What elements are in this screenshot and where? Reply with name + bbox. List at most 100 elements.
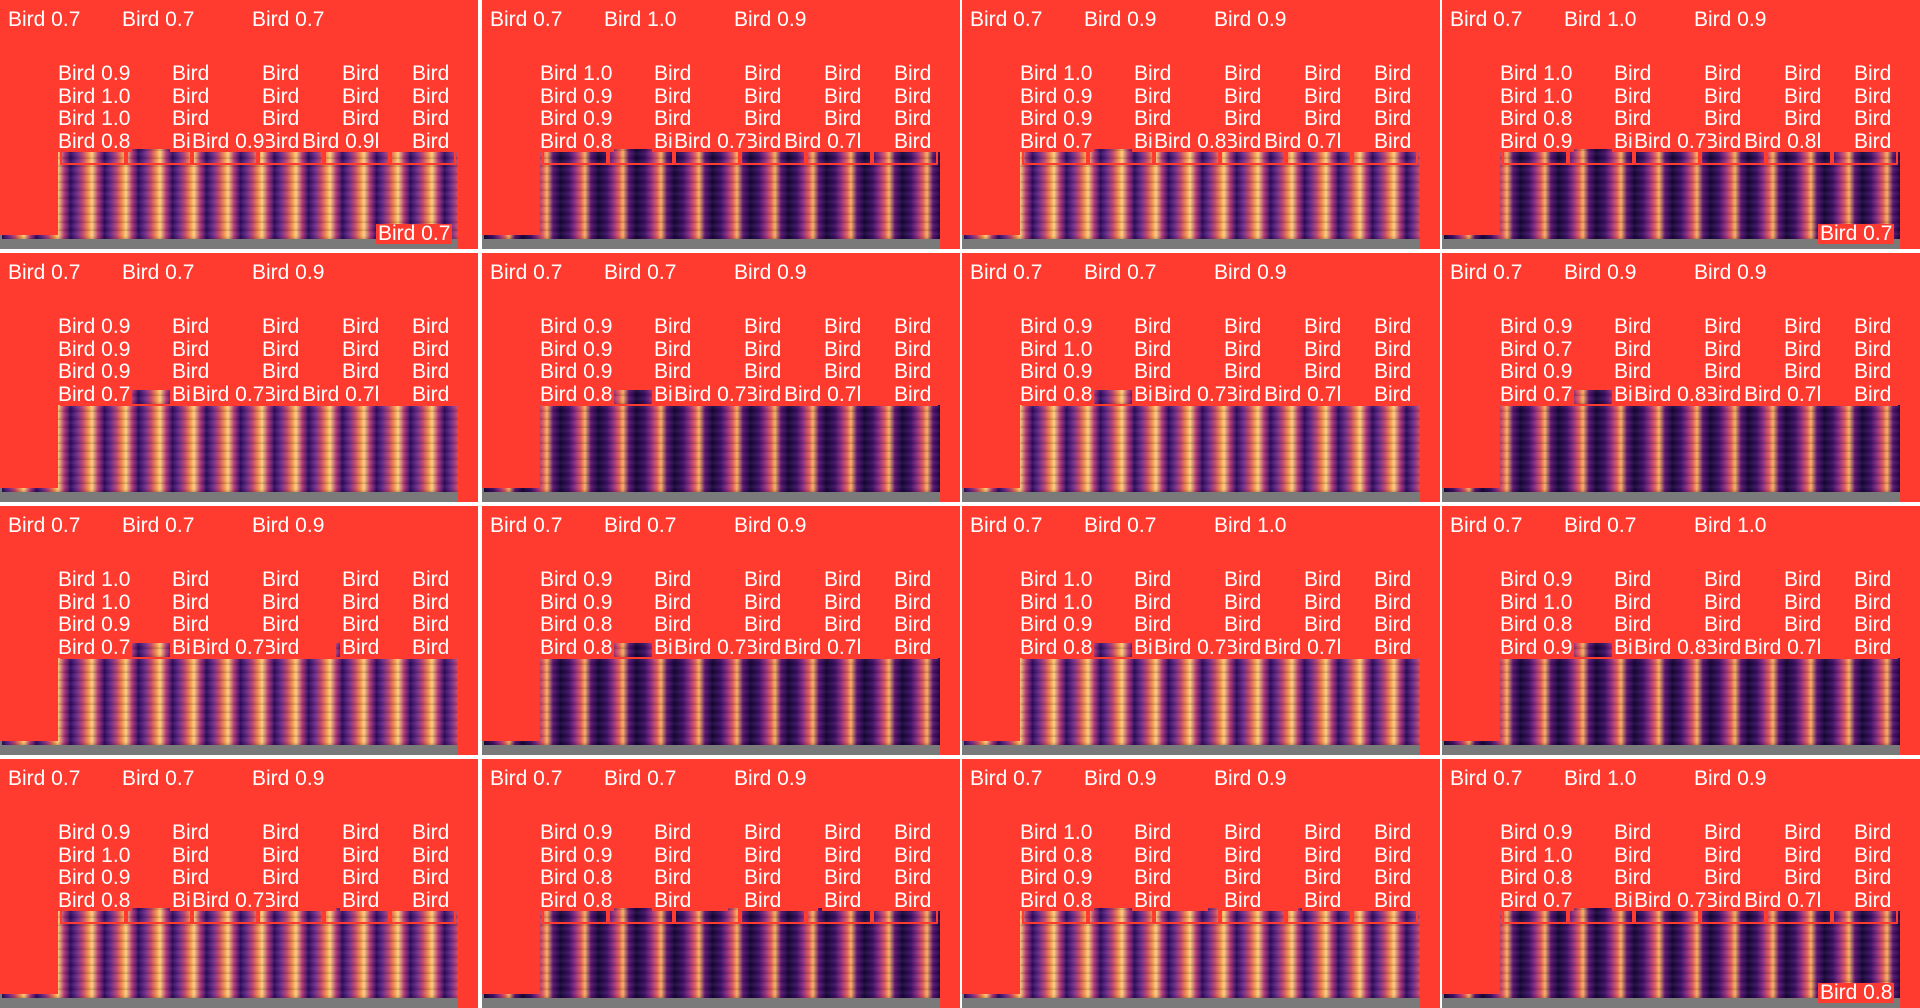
detection-label: Bird (742, 891, 818, 911)
detection-label: Bird 0.9 (1498, 362, 1575, 382)
detection-label: Bird (892, 362, 960, 382)
detection-label: Bird (1302, 570, 1378, 590)
detection-label: Bird (410, 109, 478, 129)
detection-label: Bird (1372, 823, 1440, 843)
detection-label: Bird (260, 317, 336, 337)
detection-label: Bird (170, 823, 246, 843)
detection-label: Bird (1852, 638, 1920, 658)
detection-label: Bird (1782, 87, 1858, 107)
detection-label: Bird (1782, 340, 1858, 360)
detection-label: Bird (1852, 570, 1920, 590)
detection-label: Bird 1.0 (1018, 570, 1095, 590)
detection-label: Bird 0.8 (1018, 846, 1095, 866)
detection-label: Bird (1372, 615, 1440, 635)
detection-label: Bird (410, 317, 478, 337)
detection-label: Bird (260, 891, 336, 911)
detection-label: Bird (1852, 87, 1920, 107)
detection-label: Bird (1222, 87, 1298, 107)
detection-label: Bird (1132, 846, 1208, 866)
detection-label: Bird 0.9 (56, 823, 133, 843)
detection-label: Bird (410, 64, 478, 84)
detection-label: Bird (410, 362, 478, 382)
detection-label: Bird (892, 846, 960, 866)
detection-label: Bird (742, 362, 818, 382)
detection-label: Bird 0.9 (732, 769, 809, 789)
detection-label: Bird 0.7 (1448, 10, 1525, 30)
detection-label: Bird (892, 64, 960, 84)
detection-label: Bird 0.9 (300, 132, 377, 152)
detection-overlay (0, 0, 58, 235)
detection-label: Bird (892, 317, 960, 337)
detection-label: Bird (1702, 340, 1778, 360)
detection-label: Bird 0.9 (1212, 10, 1289, 30)
detection-label: Bird 0.9 (1562, 263, 1639, 283)
detection-label: Bird 0.7 (120, 516, 197, 536)
detection-label: Bird 0.7 (1152, 638, 1229, 658)
detection-label: Bird (1372, 846, 1440, 866)
spectrogram-tile: Bird Bird Bird Bird Bird Bird Bird Bird Bird Bird… (962, 506, 1440, 755)
detection-label: Bird 0.8 (538, 868, 615, 888)
detection-label: Bird (1302, 340, 1378, 360)
detection-label: Bird (1612, 846, 1688, 866)
detection-label: Bird 0.7 (602, 263, 679, 283)
spectrogram-tile: Bird Bird Bird Bird Bird Bird Bird Bird Bird Bird… (482, 506, 960, 755)
detection-label: Bird (1222, 362, 1298, 382)
detection-label: Bird (1782, 593, 1858, 613)
detection-label: Bird 0.7 (968, 263, 1045, 283)
detection-label: Bird 0.7 (1498, 891, 1575, 911)
detection-label: Bird (1612, 868, 1688, 888)
detection-label: Bird (652, 868, 728, 888)
detection-label: Bird 1.0 (56, 109, 133, 129)
detection-label: Bird 0.9 (1498, 823, 1575, 843)
detection-label: Bird (260, 362, 336, 382)
detection-label: Bird 0.9 (56, 340, 133, 360)
detection-label: Bird (260, 87, 336, 107)
spectrogram-tile: Bird Bird Bird Bird Bird Bird Bird Bird Bird Bird… (0, 759, 478, 1008)
detection-label: Bird (742, 593, 818, 613)
detection-label: Bird 0.9 (1498, 570, 1575, 590)
detection-overlay (1442, 0, 1500, 235)
detection-label: Bird (1132, 362, 1208, 382)
detection-label: Bird (340, 64, 416, 84)
detection-label: Bird (652, 823, 728, 843)
detection-label: Bird (1372, 593, 1440, 613)
detection-label: Bird 0.7 (1632, 132, 1709, 152)
detection-label: Bird (1302, 891, 1378, 911)
detection-label: Bird (742, 868, 818, 888)
detection-label: Bird (822, 891, 898, 911)
detection-label: Bird (340, 340, 416, 360)
detection-label: Bird (260, 593, 336, 613)
detection-label: Bird (652, 891, 728, 911)
detection-label: Bird (1612, 64, 1688, 84)
detection-label: Bird 1.0 (1562, 769, 1639, 789)
detection-label: Bird 0.7 (968, 516, 1045, 536)
detection-label: Bird 1.0 (56, 593, 133, 613)
detection-label: Bird 0.7 (672, 638, 749, 658)
detection-label: Bird (410, 823, 478, 843)
detection-label: Bird 0.7 (6, 10, 83, 30)
detection-label: Bird 0.8 (1632, 385, 1709, 405)
detection-label: Bird 0.7 (1082, 516, 1159, 536)
detection-label: Bird (170, 846, 246, 866)
detection-label: Bird (822, 340, 898, 360)
detection-label: Bird (892, 87, 960, 107)
detection-label: Bird (822, 868, 898, 888)
detection-label: Bird 0.8 (1498, 109, 1575, 129)
detection-label: Bird 0.7 (6, 516, 83, 536)
detection-label: Bird 0.8 (1018, 385, 1095, 405)
detection-label: Bird (1702, 823, 1778, 843)
detection-label: Bird 0.7 (782, 638, 859, 658)
detection-label: Bird (340, 570, 416, 590)
detection-label: Bird (1372, 109, 1440, 129)
detection-label: Bird (742, 846, 818, 866)
detection-label: Bird 0.9 (538, 570, 615, 590)
detection-label: Bird (260, 846, 336, 866)
detection-label: Bird (1782, 823, 1858, 843)
detection-label: Bird 0.7 (1262, 132, 1339, 152)
detection-label: Bird (742, 570, 818, 590)
detection-label: Bird (652, 317, 728, 337)
detection-label: Bird 0.7 (672, 132, 749, 152)
detection-label: Bird 0.7 (6, 769, 83, 789)
detection-overlay (482, 759, 540, 994)
